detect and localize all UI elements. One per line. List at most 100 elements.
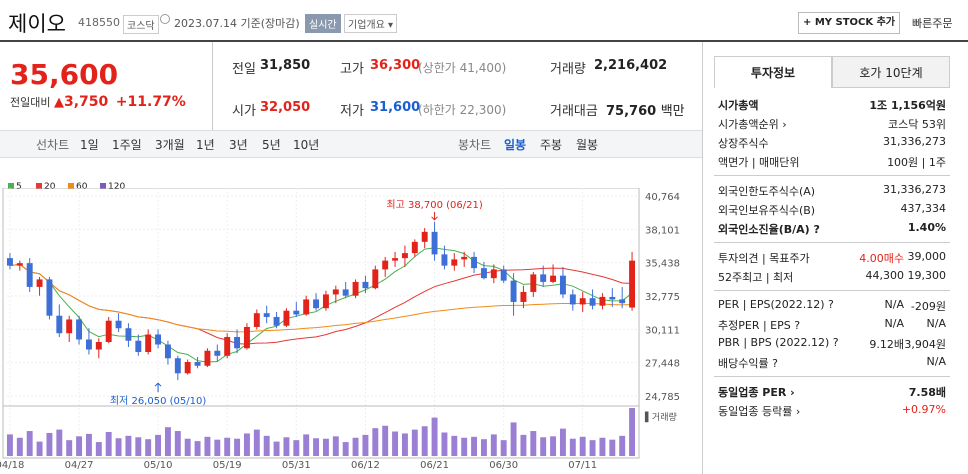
info-value: 코스닥 53위	[888, 118, 946, 131]
candle-body	[431, 231, 438, 255]
candle-body	[174, 358, 181, 374]
info-value: 1조 1,156억원	[869, 99, 946, 112]
volume-bar	[95, 442, 102, 456]
company-overview-dropdown[interactable]: 기업개요 ▾	[344, 14, 397, 33]
candle-body	[411, 241, 418, 254]
candle-body	[490, 269, 497, 279]
candle-body	[155, 334, 162, 345]
volume-bar	[609, 439, 616, 456]
info-label[interactable]: 동일업종 PER ›	[718, 386, 795, 399]
candle-body	[362, 281, 369, 289]
candle-body	[313, 299, 320, 309]
info-value: 9.12배	[869, 338, 904, 351]
tab-orderbook[interactable]: 호가 10단계	[832, 56, 950, 88]
price-change: 전일대비 ▲3,750 +11.77%	[10, 94, 186, 110]
period-candle-2[interactable]: 월봉	[576, 138, 599, 152]
volume-bar	[263, 435, 270, 456]
info-label: PBR | BPS (2022.12) ?	[718, 336, 839, 349]
candle-body	[322, 294, 329, 309]
volume-bar	[352, 437, 359, 456]
volume-bar	[16, 437, 23, 456]
volume-bar	[174, 431, 181, 456]
candle-body	[253, 313, 260, 327]
x-tick-label: 06/21	[420, 460, 449, 471]
info-label[interactable]: 시가총액순위 ›	[718, 118, 787, 131]
period-line-6[interactable]: 10년	[293, 138, 320, 152]
y-tick-label: 27,448	[645, 359, 680, 370]
volume-bar	[490, 434, 497, 456]
volume-bar	[629, 408, 636, 456]
volume-bar	[135, 437, 142, 456]
volume-bar	[559, 428, 566, 456]
candle-body	[461, 256, 468, 260]
candle-body	[234, 336, 241, 349]
info-label: 상장주식수	[718, 137, 769, 150]
candle-body	[115, 320, 122, 329]
info-value: 31,336,273	[883, 183, 946, 196]
tab-invest-info[interactable]: 투자정보	[714, 56, 832, 88]
candle-body	[619, 299, 626, 304]
info-value: 7.58배	[908, 386, 946, 399]
volume-bar	[421, 426, 428, 456]
low-arrow-icon	[154, 382, 162, 393]
volume-bar	[293, 440, 300, 456]
volume-bar	[125, 435, 132, 456]
volume-bar	[66, 440, 73, 456]
info-value: 100원 | 1주	[887, 156, 946, 169]
add-mystock-button[interactable]: + MY STOCK 추가	[798, 12, 900, 34]
period-line-1[interactable]: 1주일	[112, 138, 142, 152]
info-label: 시가총액	[718, 99, 759, 112]
candle-body	[540, 274, 547, 282]
period-line-5[interactable]: 5년	[262, 138, 281, 152]
period-line-2[interactable]: 3개월	[155, 138, 185, 152]
volume-bar	[599, 437, 606, 456]
quick-order-link[interactable]: 빠른주문	[912, 17, 953, 30]
volume-bar	[313, 438, 320, 456]
candle-body	[401, 253, 408, 259]
candle-body	[194, 362, 201, 366]
x-tick-label: 05/19	[213, 460, 242, 471]
candle-body	[599, 296, 606, 306]
candle-body	[352, 281, 359, 296]
volume-bar	[115, 438, 122, 456]
trade-amount: 75,760 백만	[606, 104, 685, 119]
up-arrow-icon: ▲	[53, 95, 64, 110]
candle-body	[303, 299, 310, 315]
period-line-0[interactable]: 1일	[80, 138, 99, 152]
y-tick-label: 35,438	[645, 259, 680, 270]
info-label: 배당수익률 ?	[718, 357, 778, 370]
x-tick-label: 06/12	[351, 460, 380, 471]
candle-body	[135, 340, 142, 353]
volume-bar	[204, 436, 211, 456]
candle-body	[125, 328, 132, 341]
volume-bar	[6, 434, 13, 456]
info-value: N/A	[926, 355, 946, 368]
volume-bar	[441, 432, 448, 456]
candle-body	[332, 289, 339, 295]
period-candle-0[interactable]: 일봉	[504, 138, 527, 152]
volume-bar	[362, 434, 369, 456]
candle-body	[421, 231, 428, 242]
high-price: 36,300	[370, 58, 421, 73]
volume-bar	[164, 427, 171, 456]
period-candle-1[interactable]: 주봉	[540, 138, 563, 152]
info-label: 추정PER | EPS ?	[718, 319, 801, 332]
info-label: 52주최고 | 최저	[718, 271, 794, 284]
open-price: 32,050	[260, 100, 311, 115]
volume-bar	[273, 441, 280, 456]
info-value: N/A	[926, 317, 946, 330]
realtime-button[interactable]: 실시간	[305, 14, 341, 33]
info-label[interactable]: 동일업종 등락률 ›	[718, 405, 801, 418]
period-line-4[interactable]: 3년	[229, 138, 248, 152]
current-price: 35,600	[10, 58, 119, 91]
clock-icon	[160, 14, 170, 24]
annotation-low: 최저 26,050 (05/10)	[110, 395, 206, 407]
candle-chart[interactable]: 40,764 38,101 35,438 32,775 30,111 27,448 24,7…	[0, 188, 700, 474]
y-tick-label: 30,111	[645, 325, 680, 336]
volume-bar	[56, 429, 63, 456]
x-tick-label: 05/31	[282, 460, 311, 471]
period-line-3[interactable]: 1년	[196, 138, 215, 152]
volume-bar	[155, 434, 162, 456]
info-value: N/A	[884, 317, 904, 330]
volume-bar	[431, 417, 438, 456]
